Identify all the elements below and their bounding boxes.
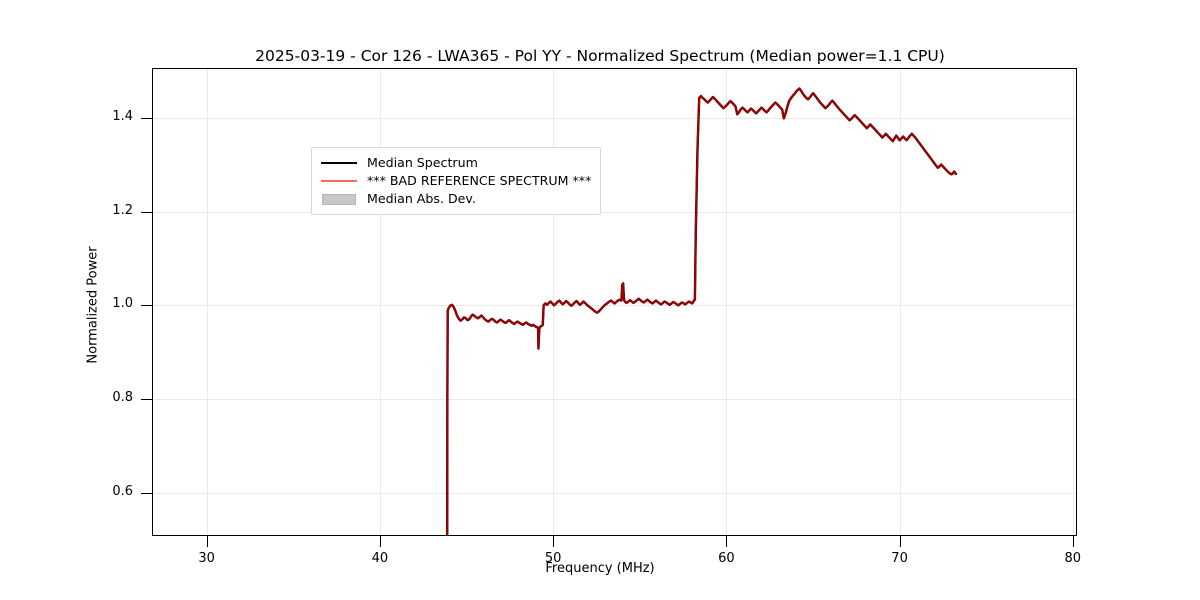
y-axis-tick: [141, 492, 153, 494]
y-axis-tick: [141, 118, 153, 120]
y-axis-tick: [141, 305, 153, 307]
legend-label: Median Abs. Dev.: [367, 191, 476, 206]
x-axis-tick-label: 60: [718, 551, 735, 566]
y-axis-tick-label: 1.2: [112, 202, 133, 218]
x-axis-tick: [726, 535, 728, 547]
gridline-vertical: [1072, 69, 1074, 535]
gridline-horizontal: [153, 305, 1076, 307]
x-axis-tick: [206, 535, 208, 547]
gridline-vertical: [899, 69, 901, 535]
chart-title: 2025-03-19 - Cor 126 - LWA365 - Pol YY -…: [255, 47, 945, 65]
gridline-vertical: [206, 69, 208, 535]
legend-item-median-spectrum[interactable]: Median Spectrum: [320, 154, 591, 172]
legend-patch-key-icon: [320, 190, 358, 208]
y-axis-tick-label: 1.0: [112, 296, 133, 312]
legend-item-median-abs-dev[interactable]: Median Abs. Dev.: [320, 190, 591, 208]
legend-line-key-icon: [320, 154, 358, 172]
bad-reference-spectrum-trace: [446, 87, 957, 535]
x-axis-tick-label: 40: [371, 551, 389, 566]
gridline-horizontal: [153, 398, 1076, 400]
x-axis-tick-label: 30: [198, 551, 215, 566]
y-axis-tick-label: 0.8: [112, 389, 133, 405]
gridline-vertical: [379, 69, 381, 535]
x-axis-label: Frequency (MHz): [545, 561, 655, 576]
legend-label: Median Spectrum: [367, 155, 478, 170]
x-axis-tick: [379, 535, 381, 547]
data-traces: [445, 87, 958, 535]
x-axis-tick: [899, 535, 901, 547]
gridlines: [153, 69, 1076, 535]
plot-axes: 0.6 0.8 1.0 1.2 1.4 30 40 50 60 70 80 Normalized P…: [86, 68, 1081, 566]
gridline-vertical: [553, 69, 555, 535]
y-axis-tick-label: 1.4: [112, 109, 133, 125]
x-axis-tick-label: 50: [544, 551, 562, 566]
x-axis-tick: [1072, 535, 1074, 547]
y-axis-tick: [141, 211, 153, 213]
x-axis-tick-label: 80: [1064, 551, 1082, 566]
chart-legend[interactable]: Median Spectrum *** BAD REFERENCE SPECTR…: [311, 147, 602, 215]
y-axis-tick: [141, 398, 153, 400]
y-axis-label: Normalized Power: [85, 246, 101, 364]
gridline-horizontal: [153, 492, 1076, 494]
y-axis-tick-label: 0.6: [112, 483, 133, 499]
legend-label: *** BAD REFERENCE SPECTRUM ***: [367, 173, 592, 188]
legend-line-key-icon: [320, 172, 358, 190]
x-axis-tick-label: 70: [891, 551, 908, 566]
legend-item-bad-reference-spectrum[interactable]: *** BAD REFERENCE SPECTRUM ***: [320, 172, 591, 190]
gridline-horizontal: [153, 211, 1076, 213]
gridline-horizontal: [153, 118, 1076, 120]
x-axis-tick: [553, 535, 555, 547]
gridline-vertical: [726, 69, 728, 535]
